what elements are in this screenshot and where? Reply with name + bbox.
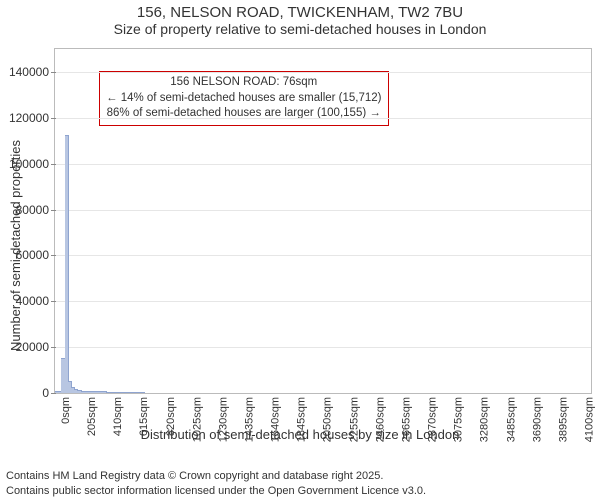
footer-line-1: Contains HM Land Registry data © Crown c…: [6, 469, 426, 483]
annotation-line-2: ← 14% of semi-detached houses are smalle…: [106, 91, 382, 107]
gridline: [55, 118, 591, 119]
gridline: [55, 72, 591, 73]
gridline: [55, 301, 591, 302]
chart-footer: Contains HM Land Registry data © Crown c…: [6, 469, 426, 498]
y-tick-label: 0: [42, 386, 55, 400]
gridline: [55, 164, 591, 165]
titles: 156, NELSON ROAD, TWICKENHAM, TW2 7BU Si…: [0, 0, 600, 37]
footer-line-2: Contains public sector information licen…: [6, 484, 426, 498]
x-axis-label: Distribution of semi-detached houses by …: [0, 427, 600, 442]
y-axis-label: Number of semi-detached properties: [8, 140, 23, 351]
histogram-bar: [93, 391, 107, 393]
gridline: [55, 210, 591, 211]
y-tick-label: 140000: [9, 65, 55, 79]
histogram-bar: [119, 392, 146, 393]
plot-area: 156 NELSON ROAD: 76sqm ← 14% of semi-det…: [54, 48, 592, 394]
x-tick-label: 0sqm: [60, 393, 72, 424]
chart-container: 156, NELSON ROAD, TWICKENHAM, TW2 7BU Si…: [0, 0, 600, 500]
annotation-line-1: 156 NELSON ROAD: 76sqm: [106, 75, 382, 91]
histogram-bar: [106, 392, 120, 393]
annotation-line-3: 86% of semi-detached houses are larger (…: [106, 106, 382, 122]
y-tick-label: 120000: [9, 111, 55, 125]
chart-title: 156, NELSON ROAD, TWICKENHAM, TW2 7BU: [0, 4, 600, 21]
gridline: [55, 255, 591, 256]
gridline: [55, 347, 591, 348]
chart-subtitle: Size of property relative to semi-detach…: [0, 21, 600, 37]
histogram-bar: [65, 135, 69, 393]
